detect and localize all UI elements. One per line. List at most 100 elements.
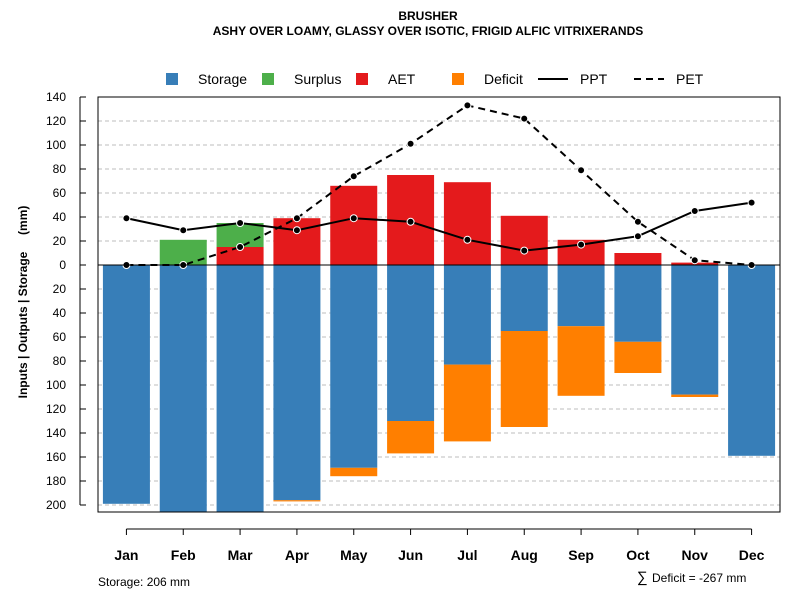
x-tick-label: Jan [114,547,138,563]
y-tick-label: 140 [46,426,66,440]
ppt-line [126,201,752,252]
ppt-point [747,198,756,207]
storage-bar [728,265,776,456]
bars [102,175,776,513]
y-tick-label: 120 [46,114,66,128]
legend-label: Storage [198,71,247,87]
deficit-bar [273,500,321,502]
deficit-footer: Deficit = -267 mm [652,571,746,585]
legend-label: PET [676,71,704,87]
surplus-bar [216,223,264,247]
y-tick-label: 40 [53,210,67,224]
x-tick-label: Feb [171,547,196,563]
storage-bar [216,265,264,513]
ppt-point [633,232,642,241]
y-tick-label: 180 [46,474,66,488]
storage-bar [273,265,321,501]
x-tick-label: Dec [739,547,765,563]
pet-point [406,139,415,148]
deficit-bar [557,326,605,396]
deficit-bar [671,394,719,397]
series-lines [122,101,756,269]
y-tick-label: 200 [46,498,66,512]
y-tick-label: 100 [46,378,66,392]
x-tick-label: Aug [511,547,538,563]
ppt-point [577,240,586,249]
x-tick-label: Mar [228,547,253,563]
pet-point [520,114,529,123]
legend-label: Deficit [484,71,523,87]
plot-border [97,96,781,513]
y-tick-label: 60 [53,186,67,200]
y-tick-label: 20 [53,234,67,248]
aet-bar [443,182,491,265]
y-tick-label: 20 [53,282,67,296]
deficit-bar [330,467,378,477]
storage-bar [159,265,207,513]
storage-bar [614,265,662,342]
ppt-point [463,235,472,244]
aet-bar [273,218,321,265]
legend-swatch [166,73,178,85]
y-tick-label: 100 [46,138,66,152]
storage-bar [557,265,605,327]
pet-point [236,243,245,251]
aet-bar [216,247,264,265]
storage-bar [387,265,435,421]
ppt-point [406,217,415,226]
legend-swatch [356,73,368,85]
x-tick-label: Jul [457,547,477,563]
axes: 1401201008060402002040608010012014016018… [46,90,781,563]
deficit-bar [500,331,548,427]
ppt-point [349,214,358,223]
x-tick-label: Sep [568,547,594,563]
storage-bar [671,265,719,395]
pet-point [577,166,586,175]
ppt-point [122,214,131,223]
pet-point [633,217,642,226]
legend-label: Surplus [294,71,341,87]
y-tick-label: 140 [46,90,66,104]
deficit-bar [443,364,491,442]
sum-symbol: ∑ [637,569,648,586]
legend-swatch [452,73,464,85]
ppt-point [236,219,245,227]
x-tick-label: Nov [682,547,709,563]
legend-swatch [262,73,274,85]
chart-title: BRUSHER [398,9,458,23]
x-tick-label: Apr [285,547,310,563]
legend-label: AET [388,71,416,87]
storage-bar [330,265,378,468]
y-axis-label: Inputs | Outputs | Storage (mm) [16,206,30,399]
storage-bar [102,265,150,504]
ppt-point [179,226,188,235]
deficit-bar [614,341,662,373]
ppt-point [520,246,529,255]
y-tick-label: 60 [53,330,67,344]
legend-label: PPT [580,71,608,87]
y-tick-label: 0 [59,258,66,272]
aet-bar [614,253,662,265]
storage-bar [443,265,491,365]
x-tick-label: Jun [398,547,423,563]
y-tick-label: 40 [53,306,67,320]
legend: Storage Surplus AET Deficit PPT PET [166,71,704,87]
pet-point [349,172,358,181]
x-tick-label: May [340,547,367,563]
storage-footer: Storage: 206 mm [98,575,190,589]
aet-bar [500,215,548,265]
ppt-point [292,226,301,235]
y-tick-label: 80 [53,354,67,368]
pet-point [463,101,472,110]
pet-line [126,104,752,266]
deficit-bar [387,421,435,454]
pet-point [292,214,301,223]
ppt-point [690,207,699,215]
pet-point [690,256,699,265]
y-tick-label: 160 [46,450,66,464]
y-tick-label: 120 [46,402,66,416]
chart-subtitle: ASHY OVER LOAMY, GLASSY OVER ISOTIC, FRI… [213,24,644,38]
storage-bar [500,265,548,331]
y-tick-label: 80 [53,162,67,176]
